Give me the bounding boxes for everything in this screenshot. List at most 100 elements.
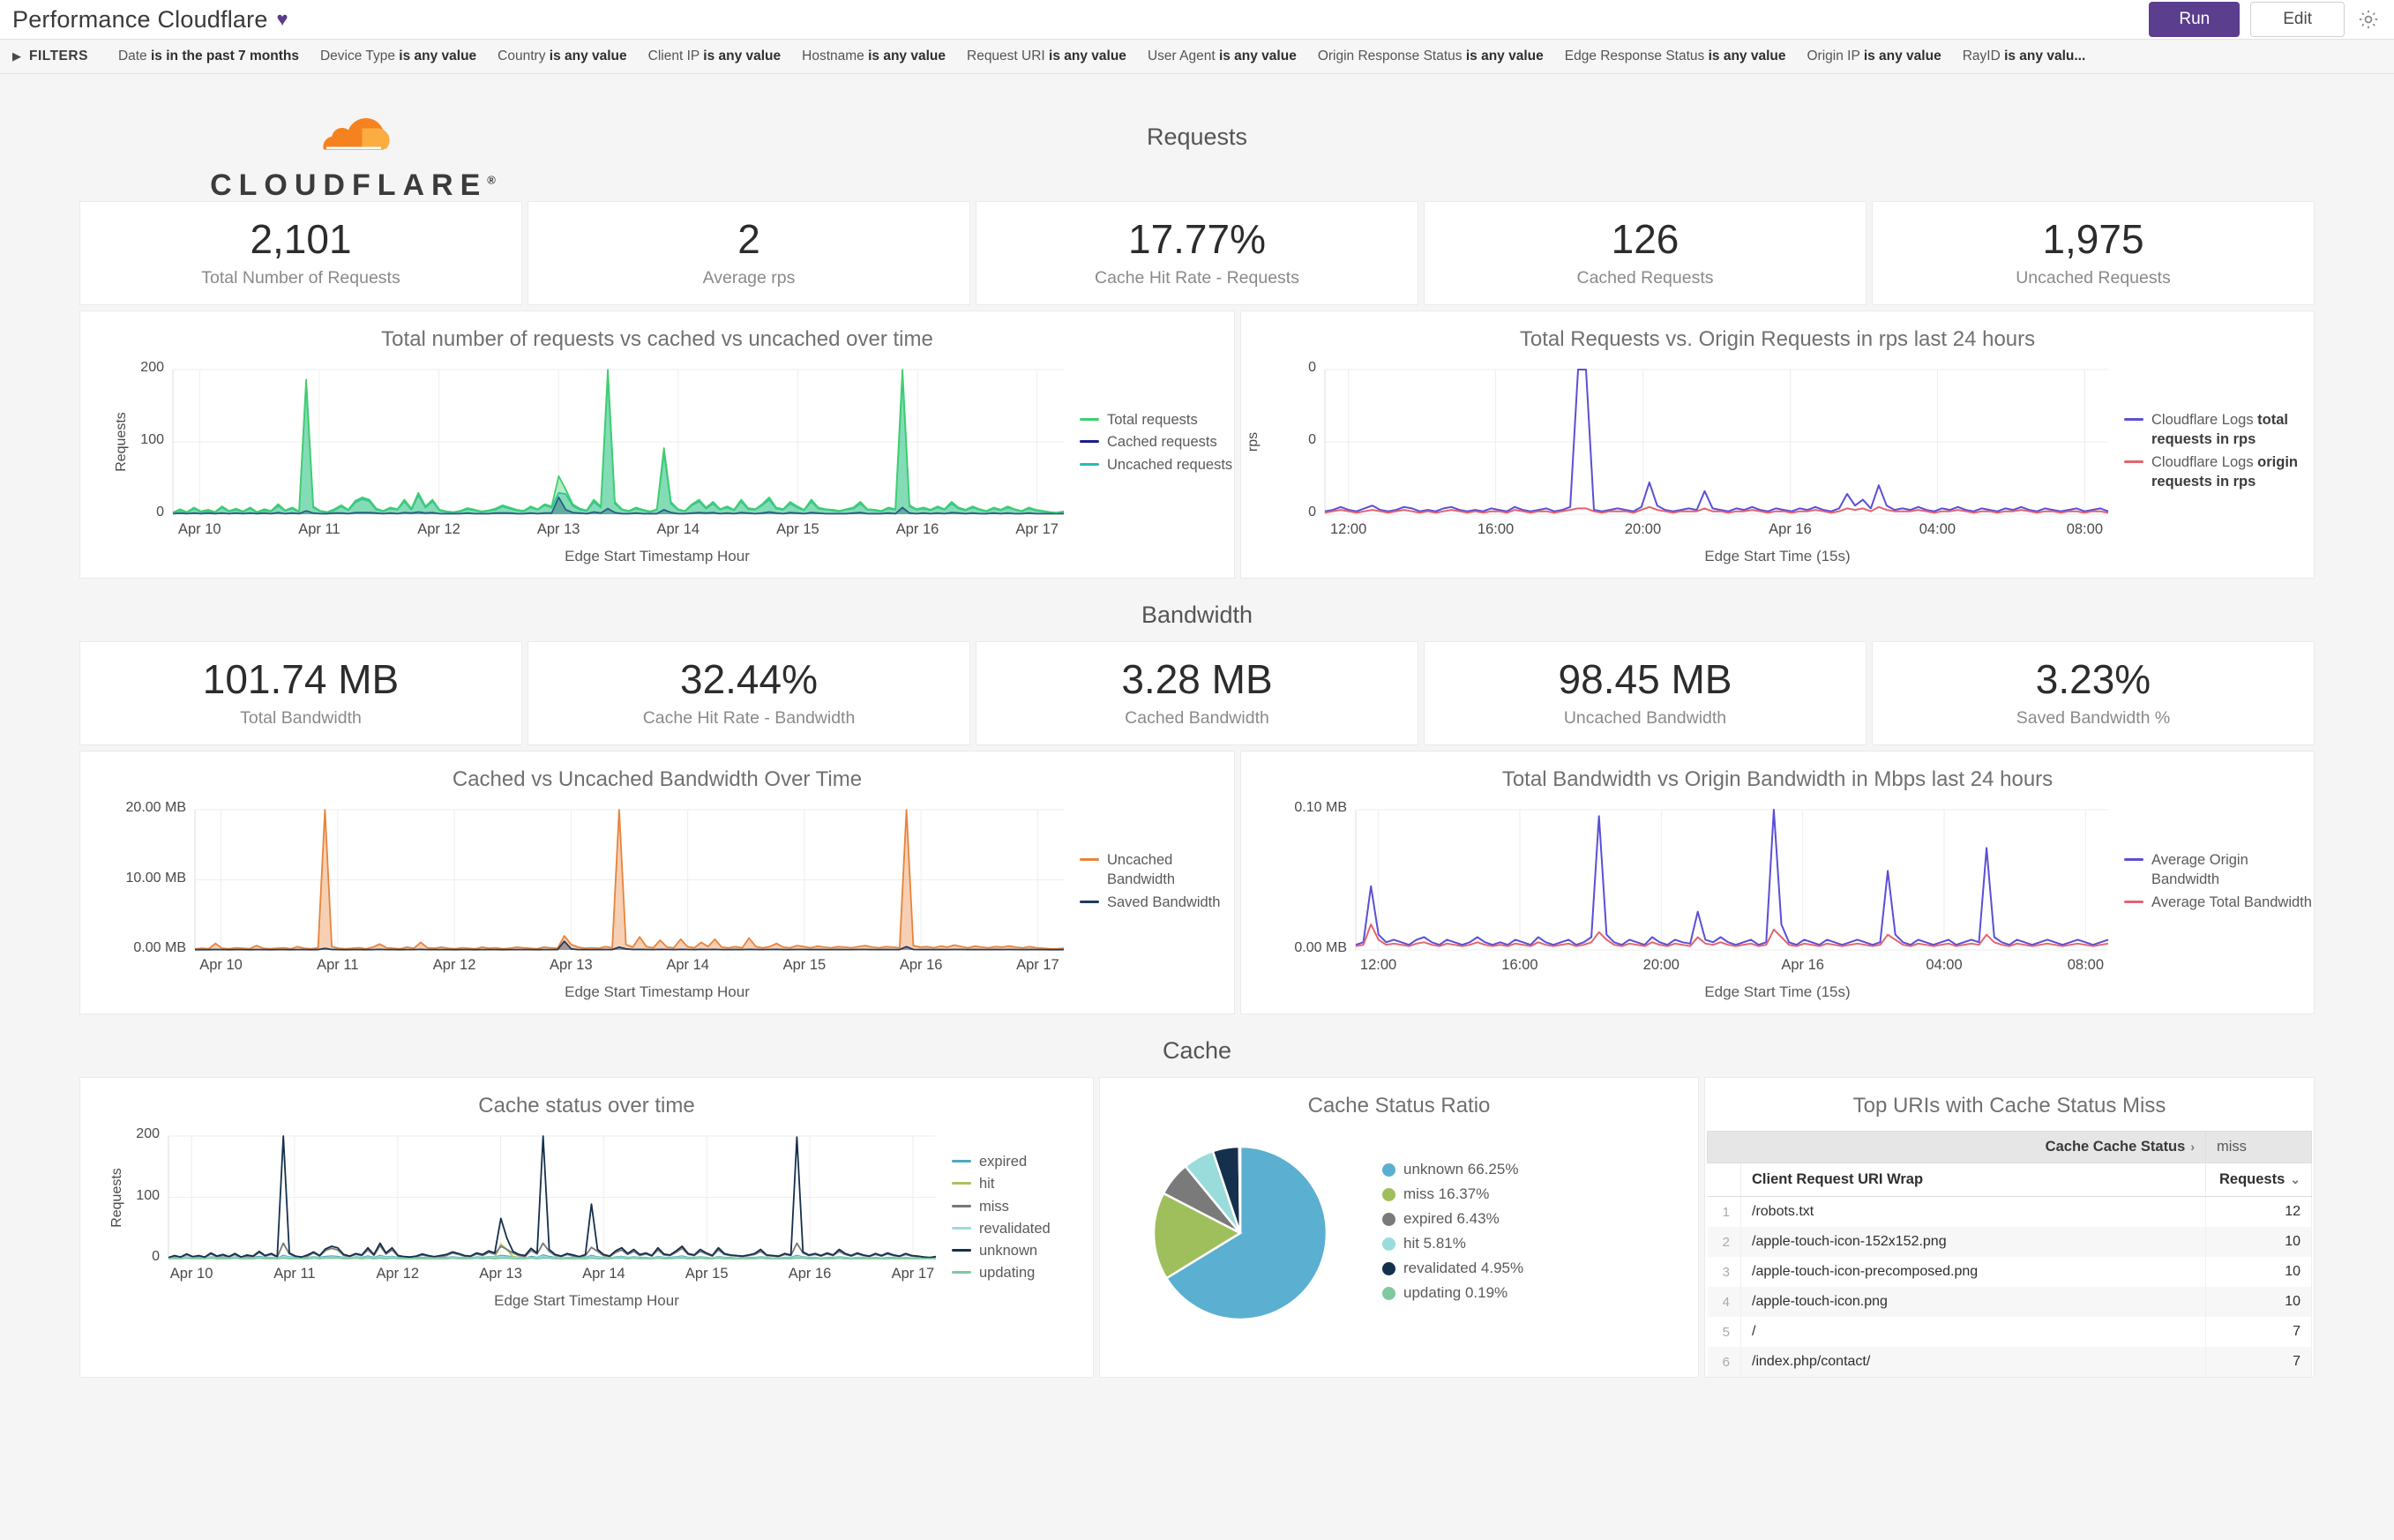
kpi-tile[interactable]: 1,975 Uncached Requests [1872,201,2315,305]
kpi-tile[interactable]: 32.44% Cache Hit Rate - Bandwidth [527,641,970,745]
chart-card-requests-over-time[interactable]: Total number of requests vs cached vs un… [79,310,1235,579]
x-axis-tick: 16:00 [1501,957,1538,973]
kpi-value: 126 [1611,215,1680,262]
x-axis-tick: Apr 12 [432,957,476,973]
legend-item[interactable]: Cached requests [1080,432,1234,452]
cell-uri[interactable]: / [1740,1317,2206,1347]
legend-swatch [1382,1261,1395,1275]
x-axis-tick: 04:00 [1926,957,1963,973]
table-row[interactable]: 4/apple-touch-icon.png 10 [1707,1287,2312,1317]
x-axis-tick: Apr 13 [536,521,580,537]
legend-item[interactable]: Total requests [1080,410,1234,430]
table-row[interactable]: 3/apple-touch-icon-precomposed.png 10 [1707,1257,2312,1287]
legend-item[interactable]: revalidated [952,1219,1093,1238]
legend-item[interactable]: Average Total Bandwidth [2124,893,2314,912]
legend-item[interactable]: expired 6.43% [1382,1209,1698,1230]
cell-uri[interactable]: /apple-touch-icon.png [1740,1287,2206,1317]
cell-uri[interactable]: /apple-touch-icon-152x152.png [1740,1227,2206,1257]
filter-item[interactable]: User Agent is any value [1147,49,1297,64]
legend-item[interactable]: expired [952,1152,1093,1171]
edit-button[interactable]: Edit [2250,2,2345,37]
table-card-top-uris[interactable]: Top URIs with Cache Status Miss Cache Ca… [1704,1077,2315,1378]
filter-item[interactable]: Device Type is any value [319,49,477,64]
chart-card-bandwidth-over-time[interactable]: Cached vs Uncached Bandwidth Over Time 0… [79,751,1235,1014]
chart-card-bandwidth-mbps-24h[interactable]: Total Bandwidth vs Origin Bandwidth in M… [1240,751,2315,1014]
legend-item[interactable]: unknown [952,1241,1093,1260]
kpi-label: Cache Hit Rate - Bandwidth [642,708,856,729]
x-axis-tick: Apr 14 [656,521,700,537]
legend-item[interactable]: Uncached Bandwidth [1080,850,1234,890]
x-axis-tick: 04:00 [1919,521,1956,537]
section-title-cache: Cache [1162,1037,1232,1064]
kpi-tile[interactable]: 2 Average rps [527,201,970,305]
column-header-requests[interactable]: Requests ⌄ [2205,1162,2312,1197]
run-button[interactable]: Run [2149,2,2241,37]
legend-swatch [1080,900,1099,903]
legend-label: miss 16.37% [1403,1185,1490,1203]
cell-uri[interactable]: /index.php/contact/ [1740,1347,2206,1377]
legend-swatch [2124,900,2143,903]
legend-item[interactable]: unknown 66.25% [1382,1160,1698,1180]
legend-item[interactable]: miss 16.37% [1382,1185,1698,1205]
x-axis-tick: Apr 12 [417,521,460,537]
x-axis-tick: Apr 10 [199,957,243,973]
kpi-value: 17.77% [1127,215,1266,262]
filter-item[interactable]: RayID is any valu... [1962,49,2086,64]
kpi-tile[interactable]: 98.45 MB Uncached Bandwidth [1424,641,1867,745]
chart-title: Total Bandwidth vs Origin Bandwidth in M… [1501,767,2054,791]
table-row[interactable]: 5/7 [1707,1317,2312,1347]
y-axis-tick: 10.00 MB [125,870,186,886]
kpi-tile[interactable]: 17.77% Cache Hit Rate - Requests [976,201,1418,305]
filter-item[interactable]: Edge Response Status is any value [1564,49,1786,64]
legend-label: revalidated [979,1220,1051,1237]
legend-item[interactable]: Uncached requests [1080,455,1234,475]
legend-item[interactable]: Cloudflare Logs total requests in rps [2124,410,2314,450]
table-row[interactable]: 1/robots.txt 12 [1707,1196,2312,1227]
favorite-heart-icon[interactable]: ♥ [276,8,288,30]
column-header-uri[interactable]: Client Request URI Wrap [1740,1162,2206,1197]
x-axis-tick: Apr 10 [177,521,221,537]
filter-item[interactable]: Request URI is any value [967,49,1126,64]
kpi-tile[interactable]: 101.74 MB Total Bandwidth [79,641,522,745]
filter-item[interactable]: Hostname is any value [802,49,946,64]
chart-card-cache-status-over-time[interactable]: Cache status over time 0 100 200 Apr 10 Apr … [79,1077,1094,1378]
group-header-label[interactable]: Cache Cache Status › [1707,1131,2206,1163]
kpi-value: 1,975 [2042,215,2144,262]
legend-item[interactable]: revalidated 4.95% [1382,1259,1698,1279]
table-body: 1/robots.txt 12 2/apple-touch-icon-152x152… [1707,1196,2312,1377]
kpi-tile[interactable]: 3.28 MB Cached Bandwidth [976,641,1418,745]
legend-item[interactable]: hit [952,1174,1093,1193]
filter-item[interactable]: Country is any value [498,49,627,64]
table-row[interactable]: 2/apple-touch-icon-152x152.png 10 [1707,1227,2312,1257]
legend-item[interactable]: Saved Bandwidth [1080,893,1234,912]
legend-item[interactable]: Average Origin Bandwidth [2124,850,2314,890]
requests-kpi-row: 2,101 Total Number of Requests 2 Average rp… [79,201,2315,305]
filter-item[interactable]: Date is in the past 7 months [117,49,299,64]
cell-uri[interactable]: /robots.txt [1740,1196,2206,1227]
kpi-tile[interactable]: 3.23% Saved Bandwidth % [1872,641,2315,745]
legend-label: revalidated 4.95% [1403,1259,1524,1276]
kpi-tile[interactable]: 126 Cached Requests [1424,201,1867,305]
legend-item[interactable]: updating [952,1263,1093,1282]
cell-requests: 10 [2205,1257,2312,1287]
legend-swatch [1080,418,1099,421]
x-axis-tick: Apr 14 [666,957,709,973]
chart-card-cache-status-ratio[interactable]: Cache Status Ratio unknown 66.25% miss 16… [1099,1077,1699,1378]
x-axis-tick: Apr 17 [1015,521,1059,537]
table-row[interactable]: 6/index.php/contact/7 [1707,1347,2312,1377]
kpi-tile[interactable]: 2,101 Total Number of Requests [79,201,522,305]
filters-expand-icon[interactable]: ▶ [12,49,21,63]
chart-card-rps-24h[interactable]: Total Requests vs. Origin Requests in rp… [1240,310,2315,579]
legend-label: unknown 66.25% [1403,1161,1519,1178]
cell-uri[interactable]: /apple-touch-icon-precomposed.png [1740,1257,2206,1287]
filters-label: FILTERS [29,49,88,64]
gear-icon[interactable] [2355,6,2382,33]
filter-item[interactable]: Origin IP is any value [1807,49,1941,64]
legend-item[interactable]: Cloudflare Logs origin requests in rps [2124,452,2314,492]
kpi-label: Average rps [702,268,796,288]
legend-item[interactable]: hit 5.81% [1382,1234,1698,1254]
filter-item[interactable]: Client IP is any value [647,49,782,64]
filter-item[interactable]: Origin Response Status is any value [1317,49,1544,64]
legend-item[interactable]: miss [952,1197,1093,1216]
legend-item[interactable]: updating 0.19% [1382,1283,1698,1304]
